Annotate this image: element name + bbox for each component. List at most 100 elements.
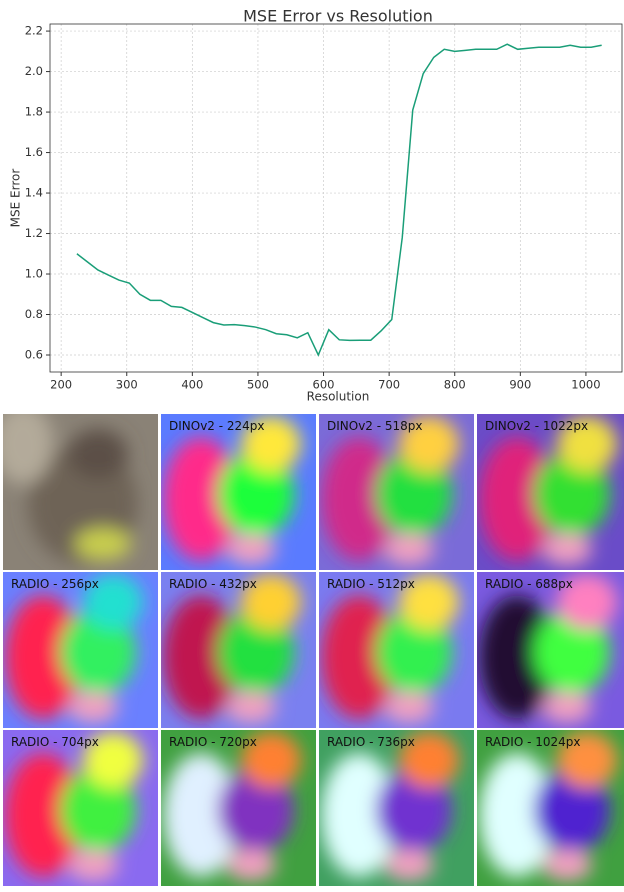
- feature-map: RADIO - 1024px: [477, 730, 624, 886]
- photo: [3, 414, 158, 570]
- blob: [163, 595, 239, 719]
- blob: [68, 849, 118, 881]
- feature-map: RADIO - 432px: [161, 572, 316, 728]
- blob: [5, 753, 81, 877]
- line: [76, 43, 602, 357]
- blob: [218, 768, 294, 852]
- blob: [534, 452, 610, 536]
- map-blobs: [321, 574, 459, 723]
- panel-label: RADIO - 1024px: [485, 735, 581, 749]
- blob: [321, 595, 397, 719]
- blob: [479, 753, 555, 877]
- feature-map: RADIO - 720px: [161, 730, 316, 886]
- y-tick-label: 2.2: [25, 24, 43, 38]
- blob: [399, 732, 459, 788]
- y-tick-label: 2.0: [25, 64, 43, 78]
- feature-map: RADIO - 736px: [319, 730, 474, 886]
- panel-label: RADIO - 720px: [169, 735, 257, 749]
- blob: [218, 452, 294, 536]
- blob: [83, 574, 143, 630]
- map-blobs: [5, 574, 143, 723]
- blob: [399, 574, 459, 630]
- blob: [68, 691, 118, 723]
- y-axis-label: MSE Error: [9, 169, 23, 228]
- blob: [534, 610, 610, 694]
- blob: [384, 691, 434, 723]
- blob: [557, 416, 617, 472]
- map-blobs: [5, 732, 143, 881]
- map-blobs: [321, 416, 459, 565]
- panel-label: DINOv2 - 1022px: [485, 419, 588, 433]
- blob: [321, 753, 397, 877]
- blob: [542, 533, 592, 565]
- x-axis-label: Resolution: [307, 390, 370, 404]
- panel-label: DINOv2 - 224px: [169, 419, 265, 433]
- blob: [534, 768, 610, 852]
- panel-label: RADIO - 688px: [485, 577, 573, 591]
- x-tick-label: 500: [247, 378, 269, 392]
- blob: [376, 610, 452, 694]
- x-tick-label: 300: [116, 378, 138, 392]
- blob: [241, 732, 301, 788]
- blob: [60, 610, 136, 694]
- blob: [226, 533, 276, 565]
- x-tick-label: 600: [313, 378, 335, 392]
- x-tick-label: 400: [181, 378, 203, 392]
- blob: [5, 595, 81, 719]
- blob: [542, 691, 592, 723]
- y-tick-label: 0.6: [25, 347, 43, 361]
- plot-frame: [49, 23, 623, 373]
- feature-map: RADIO - 704px: [3, 730, 158, 886]
- map-blobs: [163, 416, 301, 565]
- x-tick-label: 900: [509, 378, 531, 392]
- image-grid: DINOv2 - 224px DINOv2 - 518px DINOv2 - 102…: [3, 414, 624, 886]
- blob: [384, 533, 434, 565]
- panel-label: RADIO - 432px: [169, 577, 257, 591]
- x-tick-label: 800: [444, 378, 466, 392]
- blob: [241, 416, 301, 472]
- y-tick-label: 1.2: [25, 226, 43, 240]
- panel-label: RADIO - 256px: [11, 577, 99, 591]
- blob: [226, 849, 276, 881]
- feature-map: DINOv2 - 1022px: [477, 414, 624, 570]
- blob: [399, 416, 459, 472]
- blob: [83, 732, 143, 788]
- blob: [241, 574, 301, 630]
- blob: [557, 732, 617, 788]
- chart-title: MSE Error vs Resolution: [243, 7, 433, 26]
- feature-map: RADIO - 688px: [477, 572, 624, 728]
- blob: [60, 768, 136, 852]
- map-blobs: [163, 732, 301, 881]
- panel-label: DINOv2 - 518px: [327, 419, 423, 433]
- blob: [163, 753, 239, 877]
- map-blobs: [479, 732, 617, 881]
- blob: [376, 768, 452, 852]
- blob: [218, 610, 294, 694]
- y-tick-label: 1.8: [25, 105, 43, 119]
- chart: MSE Error vs Resolution Resolution MSE E…: [9, 7, 623, 404]
- x-tick-label: 1000: [571, 378, 600, 392]
- y-tick-label: 1.4: [25, 186, 43, 200]
- feature-map: DINOv2 - 518px: [319, 414, 474, 570]
- feature-map: DINOv2 - 224px: [161, 414, 316, 570]
- blob: [557, 574, 617, 630]
- x-tick-label: 200: [50, 378, 72, 392]
- blob: [479, 437, 555, 561]
- map-blobs: [479, 416, 617, 565]
- y-tick-label: 1.6: [25, 145, 43, 159]
- feature-map: RADIO - 256px: [3, 572, 158, 728]
- panel-label: RADIO - 512px: [327, 577, 415, 591]
- blob: [542, 849, 592, 881]
- feature-map: RADIO - 512px: [319, 572, 474, 728]
- blob: [376, 452, 452, 536]
- blob: [479, 595, 555, 719]
- y-tick-label: 0.8: [25, 307, 43, 321]
- panel-label: RADIO - 736px: [327, 735, 415, 749]
- panel-label: RADIO - 704px: [11, 735, 99, 749]
- map-blobs: [163, 574, 301, 723]
- blob: [384, 849, 434, 881]
- blob: [226, 691, 276, 723]
- blob: [321, 437, 397, 561]
- blob: [163, 437, 239, 561]
- x-tick-label: 700: [378, 378, 400, 392]
